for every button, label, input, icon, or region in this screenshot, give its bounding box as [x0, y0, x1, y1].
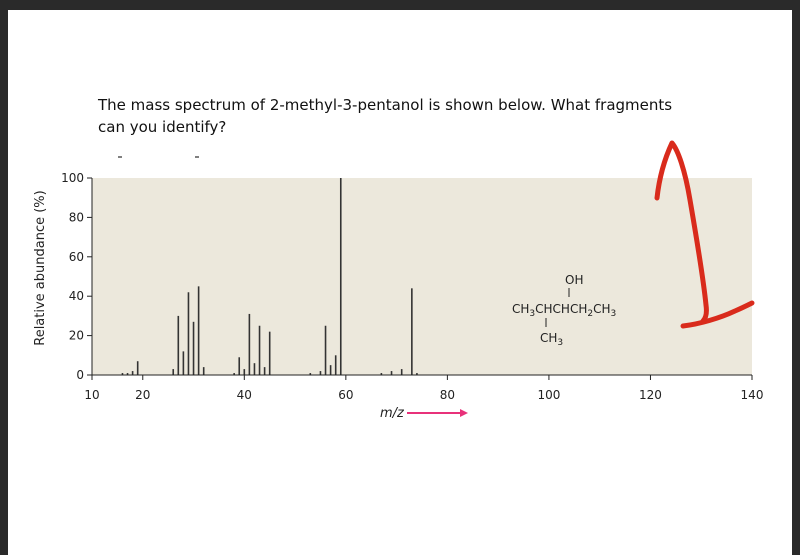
x-tick-label: 10 [84, 388, 99, 402]
question-text: The mass spectrum of 2-methyl-3-pentanol… [98, 94, 738, 138]
x-tick-label: 120 [639, 388, 662, 402]
plot-area [92, 178, 752, 375]
x-tick-label: 140 [741, 388, 764, 402]
molecule-structure: OH CH3CHCHCH2CH3 CH3 [512, 273, 616, 348]
x-axis-arrow-icon [460, 409, 468, 417]
x-tick-label: 60 [338, 388, 353, 402]
red-annotation-stroke [654, 140, 709, 324]
y-tick-label: 0 [76, 368, 84, 382]
y-tick-label: 60 [69, 250, 84, 264]
y-tick-label: 40 [69, 289, 84, 303]
y-tick-label: 100 [61, 171, 84, 185]
red-annotation-stroke [680, 300, 755, 329]
y-axis-label: Relative abundance (%) [33, 190, 48, 346]
x-axis-ticks: 10 20 40 60 80 100 120 140 [84, 375, 763, 402]
y-tick-label: 80 [69, 210, 84, 224]
hydroxyl-label: OH [565, 273, 583, 287]
x-axis-label: m/z [380, 406, 405, 421]
x-tick-label: 40 [237, 388, 252, 402]
methyl-branch-label: CH3 [540, 331, 563, 348]
main-chain-label: CH3CHCHCH2CH3 [512, 302, 616, 319]
y-tick-label: 20 [69, 329, 84, 343]
spectrum-bars [121, 178, 418, 375]
question-line-1: The mass spectrum of 2-methyl-3-pentanol… [98, 96, 673, 114]
x-tick-label: 80 [440, 388, 455, 402]
x-tick-label: 20 [135, 388, 150, 402]
x-tick-label: 100 [537, 388, 560, 402]
y-axis-ticks: 0 20 40 60 80 100 [61, 171, 92, 382]
question-line-2: can you identify? [98, 118, 227, 136]
